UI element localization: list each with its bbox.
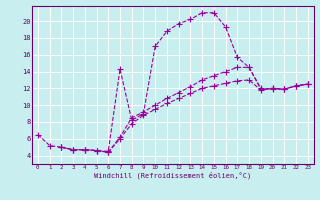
X-axis label: Windchill (Refroidissement éolien,°C): Windchill (Refroidissement éolien,°C): [94, 172, 252, 179]
